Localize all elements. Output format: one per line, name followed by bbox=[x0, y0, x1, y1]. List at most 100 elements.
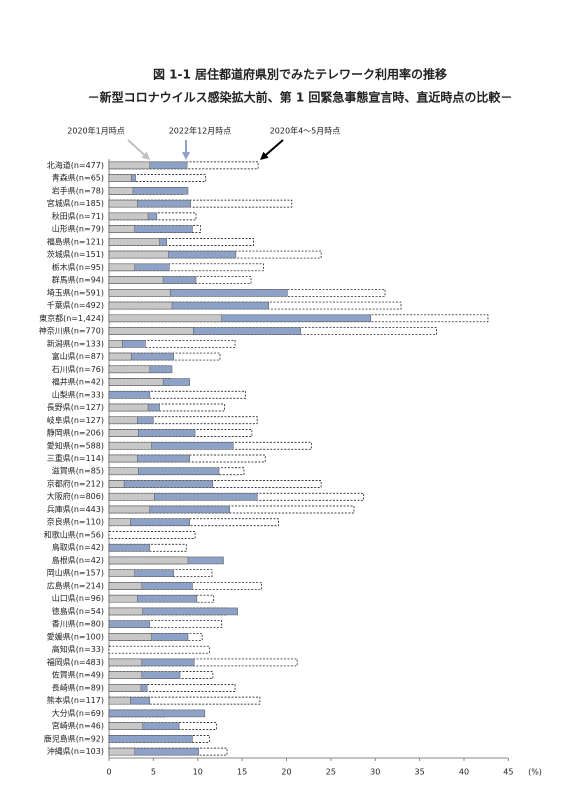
bar bbox=[108, 480, 214, 488]
x-tick-label: 5 bbox=[151, 768, 156, 777]
bar bbox=[108, 543, 151, 552]
y-tick-label: 大分県(n=69) bbox=[52, 708, 104, 718]
y-tick-label: 長崎県(n=89) bbox=[52, 682, 104, 692]
bar bbox=[108, 658, 143, 667]
y-tick-label: 大阪府(n=806) bbox=[47, 491, 104, 501]
bar bbox=[108, 225, 135, 233]
legend-arrowhead bbox=[141, 151, 150, 160]
bar bbox=[108, 391, 151, 399]
legend-arrow bbox=[127, 139, 147, 158]
x-tick-label: 25 bbox=[326, 768, 336, 777]
y-tick-label: 沖縄県(n=103) bbox=[47, 746, 104, 756]
bar bbox=[108, 442, 152, 450]
bar bbox=[108, 645, 210, 654]
x-tick-label: 15 bbox=[237, 768, 247, 777]
bar bbox=[108, 301, 173, 310]
y-tick-label: 京都府(n=212) bbox=[47, 478, 104, 488]
bar bbox=[108, 289, 171, 297]
y-tick-label: 岩手県(n=78) bbox=[52, 185, 104, 195]
bar bbox=[108, 467, 139, 475]
bar bbox=[108, 276, 164, 284]
y-tick-label: 愛知県(n=588) bbox=[47, 440, 104, 450]
x-tick-label: 40 bbox=[459, 768, 469, 777]
y-tick-label: 広島県(n=214) bbox=[47, 580, 104, 590]
x-tick-label: 0 bbox=[106, 768, 111, 777]
bar bbox=[108, 671, 143, 679]
y-tick-label: 東京都(n=1,424) bbox=[39, 313, 104, 323]
x-axis-label: (%) bbox=[528, 768, 542, 777]
y-tick-label: 埼玉県(n=591) bbox=[47, 287, 104, 297]
y-tick-label: 愛媛県(n=100) bbox=[47, 631, 104, 641]
bar bbox=[108, 352, 132, 361]
y-tick-label: 新潟県(n=133) bbox=[47, 338, 104, 348]
bar bbox=[108, 594, 138, 603]
x-tick-label: 30 bbox=[370, 768, 380, 777]
y-tick-label: 三重県(n=114) bbox=[47, 453, 104, 463]
y-tick-label: 高知県(n=33) bbox=[52, 644, 104, 654]
y-tick-label: 栃木県(n=95) bbox=[52, 262, 104, 272]
y-tick-label: 岐阜県(n=127) bbox=[47, 415, 104, 425]
y-tick-label: 宮崎県(n=46) bbox=[52, 721, 104, 731]
y-tick-label: 宮城県(n=185) bbox=[47, 198, 104, 208]
y-tick-label: 島根県(n=42) bbox=[52, 555, 104, 565]
bar bbox=[108, 416, 258, 425]
bar bbox=[108, 518, 279, 527]
bar bbox=[108, 403, 149, 412]
y-tick-label: 鹿児島県(n=92) bbox=[44, 733, 104, 743]
bar bbox=[108, 620, 151, 628]
y-tick-label: 山梨県(n=33) bbox=[52, 389, 104, 399]
bar bbox=[108, 378, 164, 386]
bar bbox=[108, 212, 149, 221]
bar bbox=[108, 531, 196, 539]
bar bbox=[108, 174, 132, 182]
y-tick-label: 熊本県(n=117) bbox=[47, 695, 104, 705]
bar bbox=[108, 403, 225, 412]
bar bbox=[108, 505, 355, 514]
bar bbox=[108, 747, 135, 756]
bar bbox=[108, 722, 143, 730]
bar bbox=[108, 416, 138, 425]
y-tick-label: 秋田県(n=71) bbox=[52, 211, 104, 221]
y-tick-label: 山口県(n=96) bbox=[52, 593, 104, 603]
bar bbox=[108, 263, 135, 272]
y-tick-label: 岡山県(n=157) bbox=[47, 568, 104, 578]
y-tick-label: 青森県(n=65) bbox=[52, 173, 104, 183]
bar bbox=[108, 238, 160, 246]
y-tick-label: 福島県(n=121) bbox=[47, 236, 104, 246]
bar bbox=[108, 365, 151, 374]
y-tick-label: 群馬県(n=94) bbox=[52, 275, 104, 285]
bar bbox=[108, 314, 222, 323]
bar bbox=[108, 518, 131, 526]
bar bbox=[108, 340, 123, 348]
chart-subtitle: －新型コロナウイルス感染拡大前、第 1 回緊急事態宣言時、直近時点の比較－ bbox=[88, 90, 513, 105]
y-tick-label: 鳥取県(n=42) bbox=[52, 542, 104, 552]
y-tick-label: 佐賀県(n=49) bbox=[52, 670, 104, 680]
x-tick-label: 10 bbox=[193, 768, 203, 777]
bar bbox=[108, 696, 131, 705]
y-tick-label: 徳島県(n=54) bbox=[52, 606, 104, 616]
bar bbox=[108, 684, 142, 692]
bar bbox=[108, 237, 255, 246]
y-tick-label: 長野県(n=127) bbox=[47, 403, 104, 412]
bar bbox=[108, 429, 139, 437]
legend-label: 2020年4～5月時点 bbox=[270, 126, 341, 136]
bar bbox=[108, 480, 125, 488]
bar bbox=[108, 633, 152, 641]
x-tick-label: 20 bbox=[281, 768, 291, 777]
bar bbox=[108, 709, 206, 718]
x-tick-label: 45 bbox=[503, 768, 513, 777]
y-tick-label: 山形県(n=79) bbox=[52, 224, 104, 234]
bar bbox=[108, 569, 135, 577]
y-tick-label: 富山県(n=87) bbox=[52, 351, 104, 361]
y-tick-label: 和歌山県(n=56) bbox=[44, 529, 104, 539]
bar bbox=[108, 735, 193, 743]
legend-arrowhead bbox=[182, 152, 190, 160]
legend-arrowhead bbox=[260, 151, 269, 160]
bar bbox=[108, 505, 151, 514]
y-tick-label: 香川県(n=80) bbox=[52, 619, 104, 629]
bar bbox=[108, 187, 134, 195]
legend-label: 2020年1月時点 bbox=[67, 126, 124, 136]
bar bbox=[108, 556, 189, 565]
y-tick-label: 滋賀県(n=85) bbox=[52, 466, 104, 476]
